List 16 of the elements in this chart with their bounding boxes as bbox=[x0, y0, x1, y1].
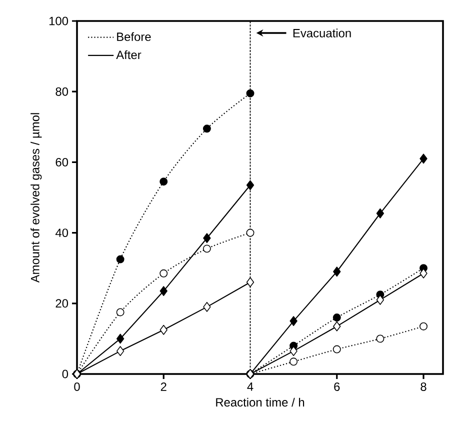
x-tick-label: 6 bbox=[334, 382, 340, 391]
legend-label: After bbox=[116, 50, 142, 60]
x-tick-label: 2 bbox=[160, 382, 166, 391]
annotation: Evacuation bbox=[293, 28, 351, 38]
y-tick-label: 100 bbox=[49, 16, 68, 26]
y-tick-label: 0 bbox=[62, 370, 68, 378]
y-tick-label: 80 bbox=[56, 87, 68, 96]
y-axis-title: Amount of evolved gases / µmol bbox=[30, 113, 42, 283]
y-tick-label: 40 bbox=[55, 228, 68, 238]
legend-label: Before bbox=[117, 32, 151, 42]
y-tick-label: 60 bbox=[56, 158, 68, 166]
x-axis-title: Reaction time / h bbox=[216, 398, 304, 407]
x-tick-label: 0 bbox=[74, 382, 80, 391]
y-tick-label: 20 bbox=[56, 299, 68, 308]
x-tick-label: 4 bbox=[247, 382, 254, 391]
x-tick-label: 8 bbox=[420, 382, 426, 391]
